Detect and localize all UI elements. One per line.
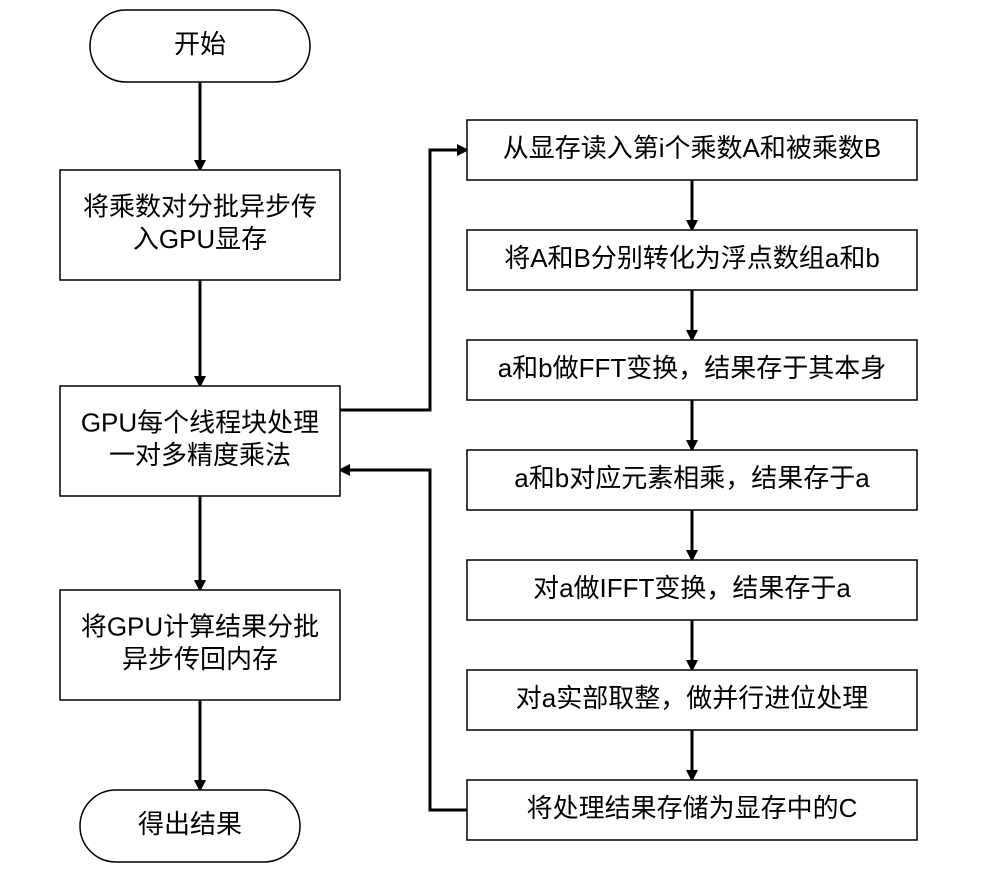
node-label: 将乘数对分批异步传 xyxy=(83,192,317,222)
node-r4: a和b对应元素相乘，结果存于a xyxy=(467,450,917,510)
flow-edge xyxy=(340,150,467,410)
node-r3: a和b做FFT变换，结果存于其本身 xyxy=(467,340,917,400)
node-left2: GPU每个线程块处理一对多精度乘法 xyxy=(60,386,340,496)
flowchart-canvas: 开始将乘数对分批异步传入GPU显存GPU每个线程块处理一对多精度乘法将GPU计算… xyxy=(0,0,1000,873)
node-label: 将GPU计算结果分批 xyxy=(81,612,319,642)
node-label: 异步传回内存 xyxy=(122,644,278,674)
node-label: 从显存读入第i个乘数A和被乘数B xyxy=(503,133,881,163)
node-label: a和b做FFT变换，结果存于其本身 xyxy=(498,353,887,383)
node-left3: 将GPU计算结果分批异步传回内存 xyxy=(60,590,340,700)
node-end: 得出结果 xyxy=(80,790,300,862)
node-label: 开始 xyxy=(174,29,226,59)
node-label: 对a实部取整，做并行进位处理 xyxy=(516,683,868,713)
node-label: 将处理结果存储为显存中的C xyxy=(527,793,858,823)
flow-edge xyxy=(340,470,467,810)
node-label: 一对多精度乘法 xyxy=(109,440,291,470)
node-r5: 对a做IFFT变换，结果存于a xyxy=(467,560,917,620)
node-label: a和b对应元素相乘，结果存于a xyxy=(514,463,870,493)
node-r2: 将A和B分别转化为浮点数组a和b xyxy=(467,230,917,290)
node-start: 开始 xyxy=(90,10,310,82)
node-left1: 将乘数对分批异步传入GPU显存 xyxy=(60,170,340,280)
node-label: 将A和B分别转化为浮点数组a和b xyxy=(504,243,880,273)
node-label: 入GPU显存 xyxy=(133,224,267,254)
node-r7: 将处理结果存储为显存中的C xyxy=(467,780,917,840)
node-r1: 从显存读入第i个乘数A和被乘数B xyxy=(467,120,917,180)
node-label: 对a做IFFT变换，结果存于a xyxy=(533,573,851,603)
node-r6: 对a实部取整，做并行进位处理 xyxy=(467,670,917,730)
node-label: 得出结果 xyxy=(138,809,242,839)
node-label: GPU每个线程块处理 xyxy=(81,408,319,438)
